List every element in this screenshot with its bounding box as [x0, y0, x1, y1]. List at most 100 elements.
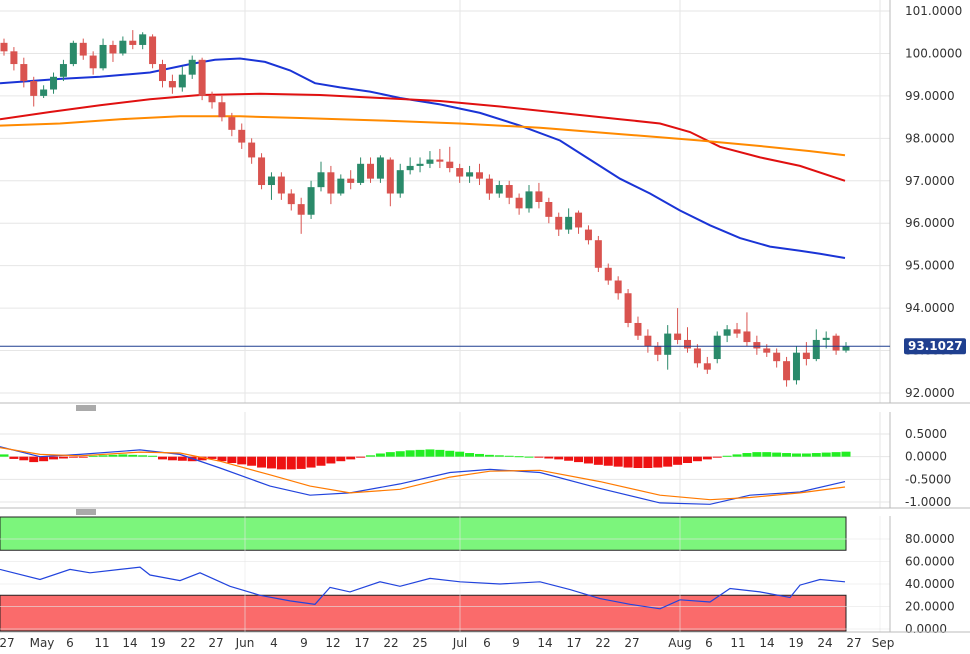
current-price-value: 93.1027 [908, 339, 963, 353]
date-tick-label: 14 [537, 636, 552, 650]
candle-body [674, 333, 682, 340]
macd-tick-label: 0.0000 [905, 450, 947, 464]
date-tick-label: 6 [483, 636, 491, 650]
macd-histogram-bar [653, 456, 663, 468]
rsi-tick-label: 0.0000 [905, 622, 947, 636]
macd-histogram-bar [811, 453, 821, 457]
moving-average-line [0, 57, 846, 259]
macd-histogram-bar [831, 452, 841, 457]
candle-body [158, 64, 166, 82]
candle-body [188, 59, 196, 75]
candle-body [812, 339, 820, 360]
candle-body [802, 352, 810, 360]
macd-histogram-bar [375, 453, 385, 457]
macd-histogram-bar [722, 455, 732, 457]
candle-body [763, 348, 771, 353]
price-panel-bg [0, 0, 970, 403]
rsi-tick-label: 20.0000 [905, 600, 955, 614]
date-tick-label: 22 [595, 636, 610, 650]
date-tick-label: Sep [872, 636, 895, 650]
candle-body [485, 178, 493, 194]
candle-body [654, 346, 662, 355]
macd-histogram-bar [633, 456, 643, 468]
moving-average-line [0, 92, 846, 182]
candle-body [99, 44, 107, 69]
macd-histogram-bar [395, 451, 405, 457]
price-tick-label: 100.0000 [905, 46, 962, 60]
current-price-tag [904, 338, 966, 355]
macd-histogram-bar [58, 456, 68, 459]
date-tick-label: 22 [383, 636, 398, 650]
macd-histogram-bar [583, 456, 593, 464]
candle-body [426, 159, 434, 164]
candle-body [267, 176, 275, 186]
moving-average-line [0, 115, 846, 157]
macd-histogram-bar [118, 454, 128, 457]
macd-histogram-bar [138, 455, 148, 457]
candle-body [367, 163, 375, 179]
macd-histogram-bar [88, 455, 98, 457]
macd-histogram-bar [484, 454, 494, 457]
macd-histogram-bar [316, 456, 326, 466]
macd-histogram-bar [504, 455, 514, 457]
candle-body [277, 176, 285, 194]
candle-body [228, 117, 236, 130]
macd-line [0, 446, 846, 505]
date-tick-label: 19 [788, 636, 803, 650]
macd-histogram-bar [19, 456, 29, 461]
macd-histogram-bar [683, 456, 693, 464]
candle-body [535, 191, 543, 202]
macd-histogram-bar [712, 456, 722, 458]
macd-histogram-bar [554, 456, 564, 460]
macd-histogram-bar [782, 453, 792, 457]
macd-histogram-bar [603, 456, 613, 466]
macd-histogram-bar [108, 454, 118, 457]
macd-histogram-bar [663, 456, 673, 467]
candle-body [0, 42, 8, 52]
date-tick-label: 11 [94, 636, 109, 650]
candle-body [416, 163, 424, 166]
macd-histogram-bar [564, 456, 574, 461]
date-tick-label: 14 [122, 636, 137, 650]
macd-histogram-bar [68, 456, 78, 458]
macd-histogram-bar [78, 456, 88, 458]
candle-body [168, 81, 176, 88]
date-tick-label: 11 [730, 636, 745, 650]
candle-body [515, 197, 523, 209]
macd-tick-label: 0.5000 [905, 427, 947, 441]
candle-body [59, 64, 67, 77]
price-panel: 101.0000 100.0000 99.0000 98.0000 97.0000 96.… [0, 0, 970, 411]
macd-histogram-bar [752, 452, 762, 457]
macd-histogram-bar [366, 455, 376, 457]
candle-body [258, 157, 266, 186]
candle-body [723, 329, 731, 336]
candle-body [149, 36, 157, 65]
rsi-panel: 80.0000 60.0000 40.0000 20.0000 0.0000 [0, 516, 970, 636]
candle-body [604, 267, 612, 281]
macd-histogram-bar [841, 451, 851, 457]
macd-histogram-bar [385, 452, 395, 457]
candle-body [317, 172, 325, 188]
date-tick-label: 14 [759, 636, 774, 650]
macd-histogram-bar [524, 456, 534, 458]
candle-body [218, 102, 226, 118]
candle-body [208, 95, 216, 103]
candle-body [10, 51, 18, 65]
macd-histogram-bar [742, 453, 752, 457]
candle-body [466, 172, 474, 177]
macd-histogram-bar [593, 456, 603, 465]
macd-histogram-bar [346, 456, 356, 460]
candle-body [287, 193, 295, 205]
date-tick-label: 12 [325, 636, 340, 650]
candle-body [406, 165, 414, 171]
date-tick-label: Jul [452, 636, 467, 650]
candle-body [753, 342, 761, 349]
price-tick-label: 95.0000 [905, 259, 955, 273]
macd-histogram-bar [276, 456, 286, 470]
date-tick-label: 24 [817, 636, 832, 650]
candle-body [733, 329, 741, 334]
date-tick-label: 4 [270, 636, 278, 650]
candle-body [495, 185, 503, 194]
macd-histogram-bar [673, 456, 683, 465]
